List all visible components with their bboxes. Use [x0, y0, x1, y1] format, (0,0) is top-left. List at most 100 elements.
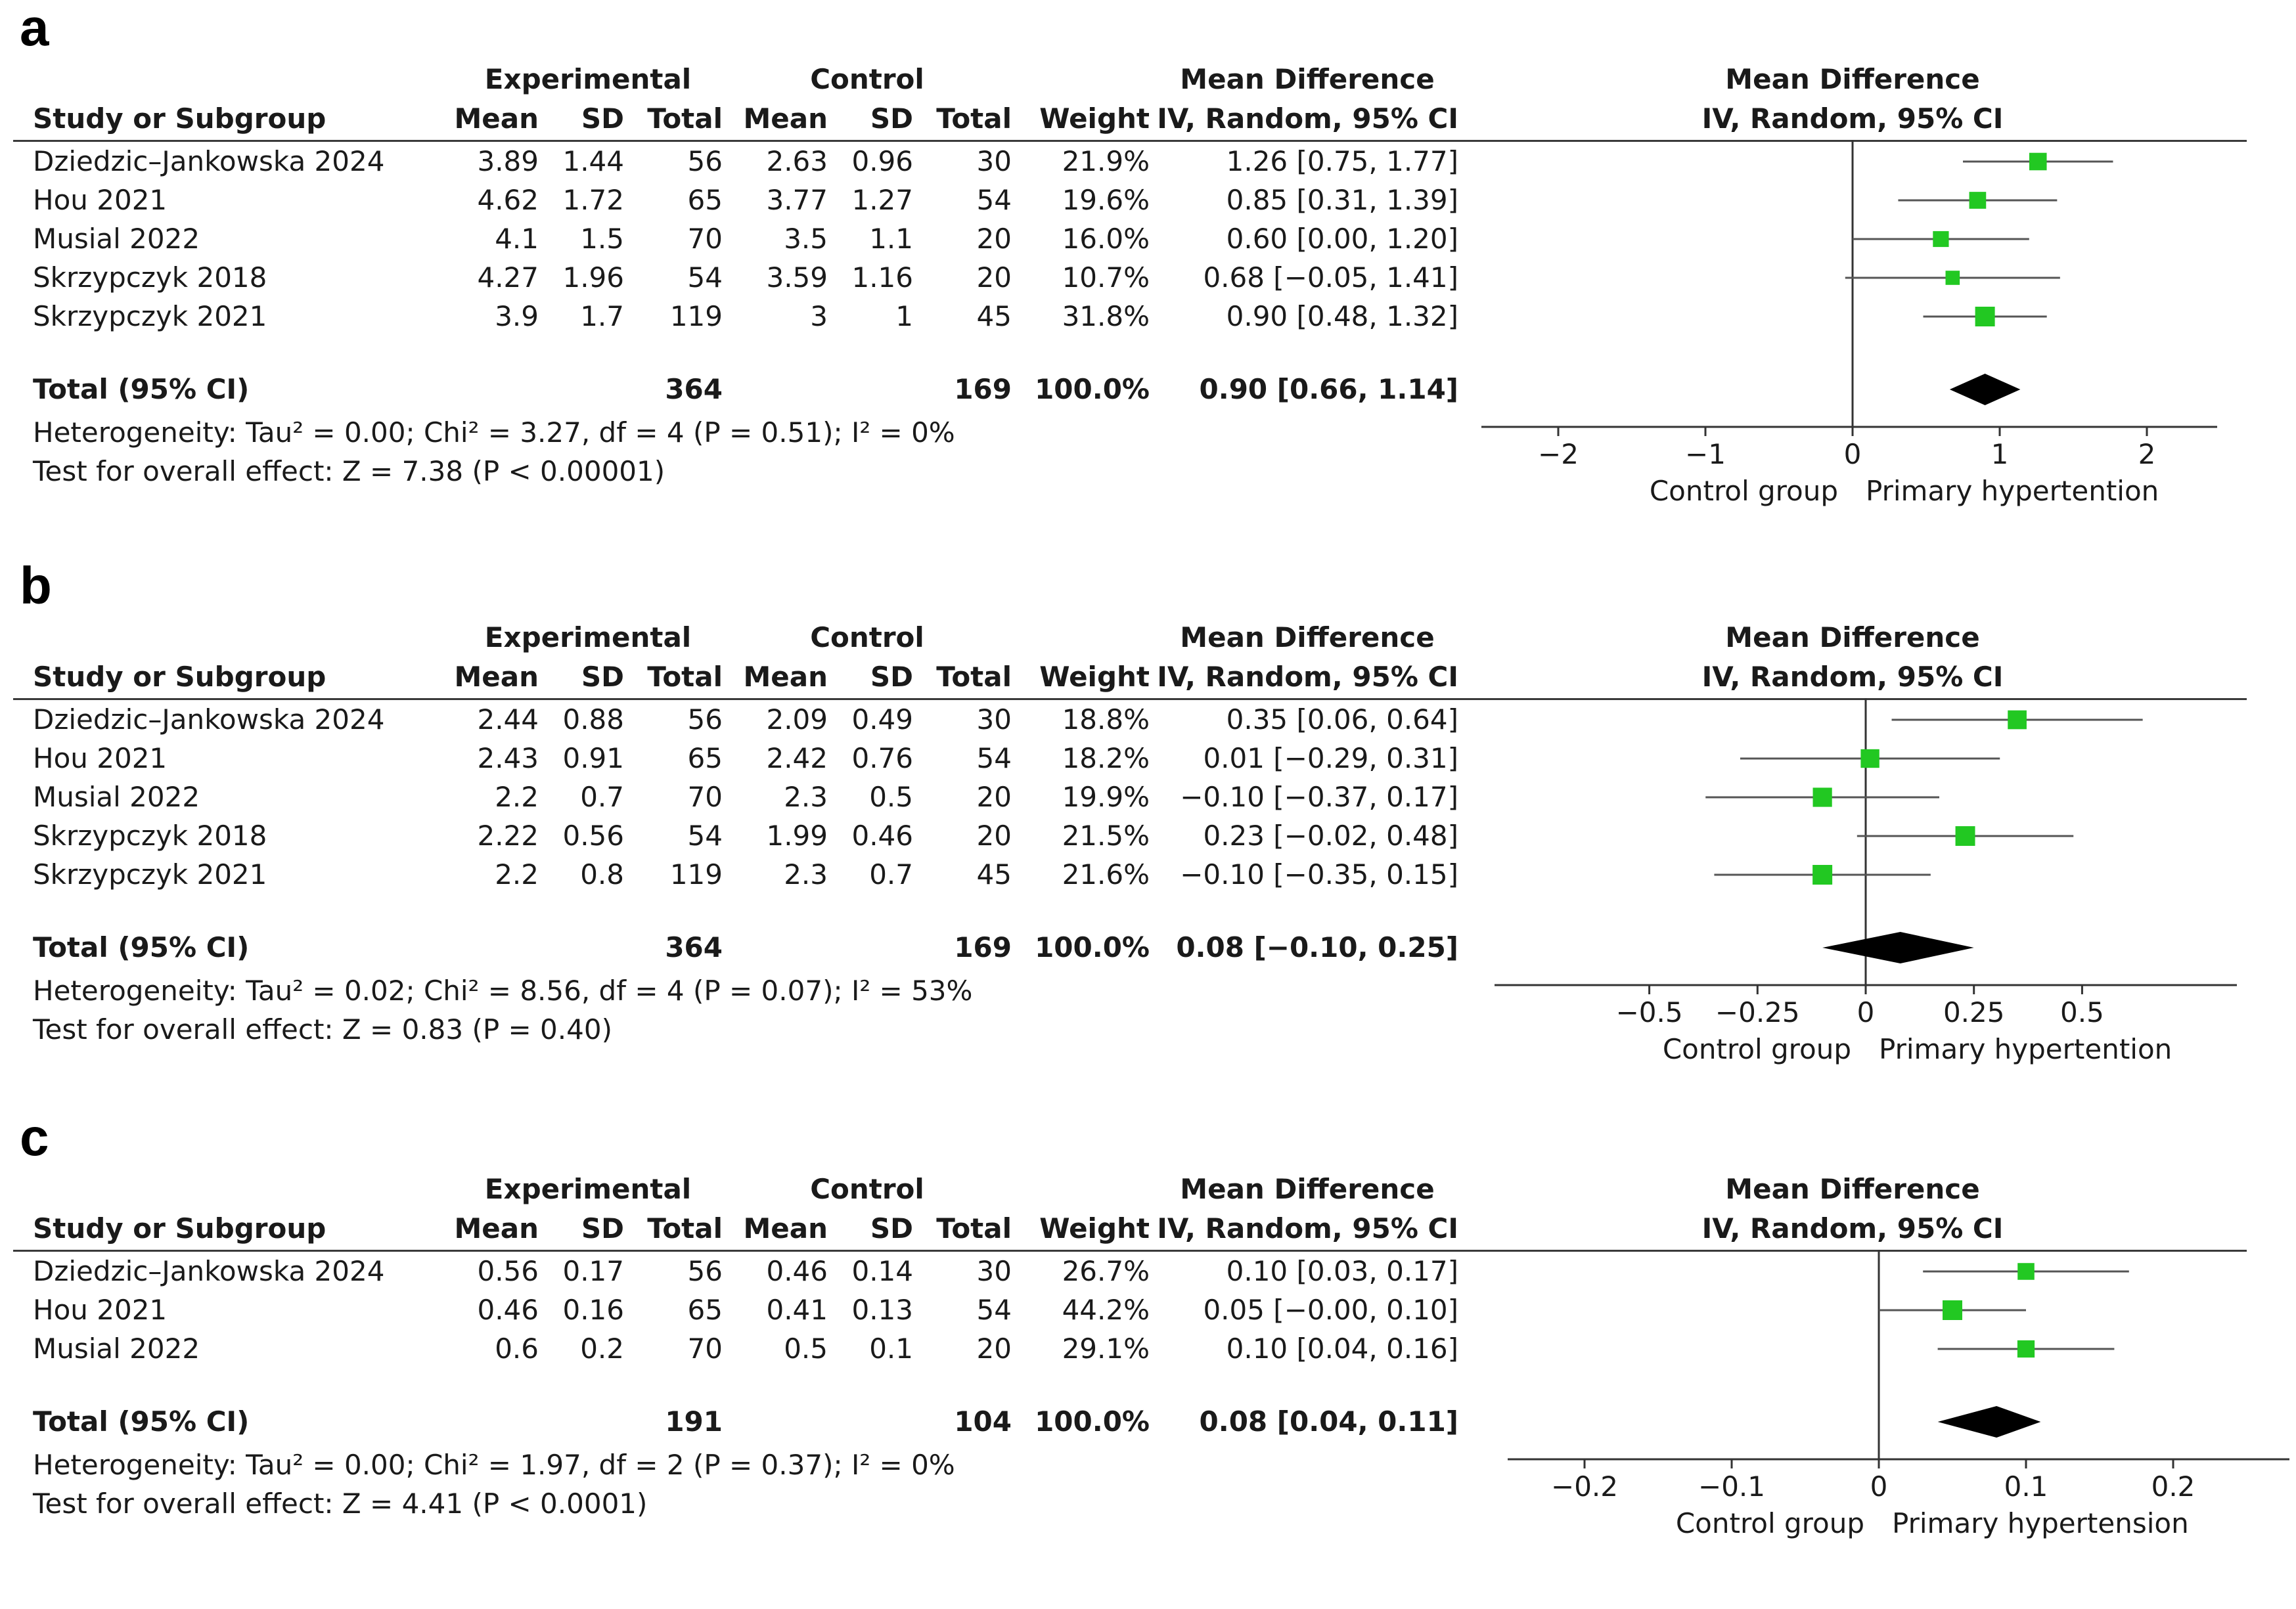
x-tick-label: −0.25	[1715, 996, 1800, 1028]
table-cell-e-mean: 4.1	[495, 223, 539, 255]
table-cell-weight: 18.2%	[1062, 742, 1150, 774]
table-cell-c-sd: 1.27	[851, 184, 913, 216]
column-header-c-total: Total	[936, 1212, 1012, 1245]
column-header-e-sd: SD	[581, 102, 624, 135]
table-cell-e-mean: 4.27	[477, 261, 539, 294]
overall-effect-text: Test for overall effect: Z = 0.83 (P = 0…	[33, 1013, 612, 1046]
table-cell-weight: 16.0%	[1062, 223, 1150, 255]
plot-mean-difference-header: Mean Difference	[1725, 63, 1980, 95]
column-header-ci: IV, Random, 95% CI	[1157, 102, 1458, 135]
table-cell-e-sd: 0.16	[562, 1294, 624, 1326]
effect-square	[2029, 152, 2047, 171]
effect-square	[2017, 1340, 2035, 1358]
total-control: 169	[954, 931, 1012, 963]
table-cell-c-mean: 2.42	[766, 742, 828, 774]
column-header-e-mean: Mean	[454, 102, 539, 135]
total-ci: 0.08 [0.04, 0.11]	[1199, 1405, 1458, 1438]
table-cell-c-sd: 1.16	[851, 261, 913, 294]
table-cell-c-mean: 3.59	[766, 261, 828, 294]
table-cell-c-mean: 2.3	[784, 858, 828, 891]
table-cell-e-total: 70	[687, 781, 723, 813]
table-cell-e-sd: 1.5	[580, 223, 624, 255]
plot-method-header: IV, Random, 95% CI	[1701, 102, 2004, 135]
total-weight: 100.0%	[1035, 373, 1150, 405]
table-cell-ci: 1.26 [0.75, 1.77]	[1226, 145, 1458, 177]
table-cell-c-mean: 3	[810, 300, 828, 332]
table-cell-e-mean: 4.62	[477, 184, 539, 216]
overall-effect-text: Test for overall effect: Z = 4.41 (P < 0…	[33, 1488, 648, 1520]
table-cell-weight: 31.8%	[1062, 300, 1150, 332]
total-label: Total (95% CI)	[33, 373, 250, 405]
column-header-ci: IV, Random, 95% CI	[1157, 661, 1458, 693]
axis-right-label: Primary hypertension	[1892, 1507, 2189, 1539]
panel-label: b	[20, 556, 52, 615]
table-cell-ci: 0.10 [0.04, 0.16]	[1226, 1333, 1458, 1365]
study-name: Musial 2022	[33, 223, 200, 255]
effect-square	[1812, 865, 1833, 885]
column-header-weight: Weight	[1039, 1212, 1150, 1245]
total-label: Total (95% CI)	[33, 931, 250, 963]
table-cell-c-total: 20	[976, 820, 1012, 852]
plot-mean-difference-header: Mean Difference	[1725, 621, 1980, 653]
table-cell-c-total: 30	[976, 703, 1012, 736]
column-header-weight: Weight	[1039, 102, 1150, 135]
column-header-e-total: Total	[647, 1212, 723, 1245]
x-tick-label: 0	[1870, 1470, 1888, 1503]
column-header-c-sd: SD	[870, 102, 913, 135]
experimental-header: Experimental	[484, 621, 692, 653]
total-label: Total (95% CI)	[33, 1405, 250, 1438]
column-header-c-total: Total	[936, 102, 1012, 135]
x-tick-label: 0.1	[2004, 1470, 2048, 1503]
table-cell-e-mean: 0.46	[477, 1294, 539, 1326]
effect-square	[1860, 749, 1880, 768]
study-name: Skrzypczyk 2018	[33, 820, 267, 852]
table-cell-weight: 21.6%	[1062, 858, 1150, 891]
table-cell-weight: 19.9%	[1062, 781, 1150, 813]
header-rule	[13, 140, 2247, 142]
study-name: Musial 2022	[33, 1333, 200, 1365]
heterogeneity-text: Heterogeneity: Tau² = 0.00; Chi² = 3.27,…	[33, 416, 955, 449]
table-cell-e-sd: 0.56	[562, 820, 624, 852]
total-ci: 0.90 [0.66, 1.14]	[1199, 373, 1458, 405]
table-cell-e-mean: 2.2	[495, 781, 539, 813]
table-cell-c-mean: 3.5	[784, 223, 828, 255]
axis-left-label: Control group	[1650, 475, 1838, 507]
table-cell-c-total: 45	[976, 858, 1012, 891]
table-cell-c-sd: 0.5	[869, 781, 913, 813]
table-cell-weight: 21.5%	[1062, 820, 1150, 852]
table-cell-ci: 0.60 [0.00, 1.20]	[1226, 223, 1458, 255]
table-cell-e-mean: 0.6	[495, 1333, 539, 1365]
x-tick-label: −0.5	[1616, 996, 1683, 1028]
study-name: Hou 2021	[33, 1294, 168, 1326]
table-cell-e-sd: 0.8	[580, 858, 624, 891]
mean-difference-header: Mean Difference	[1180, 63, 1435, 95]
effect-square	[2008, 710, 2027, 730]
column-header-e-total: Total	[647, 102, 723, 135]
column-header-c-sd: SD	[870, 1212, 913, 1245]
x-tick-label: 0.5	[2060, 996, 2104, 1028]
column-header-c-sd: SD	[870, 661, 913, 693]
table-cell-e-total: 56	[687, 703, 723, 736]
table-cell-e-mean: 3.89	[477, 145, 539, 177]
study-name: Skrzypczyk 2021	[33, 300, 267, 332]
mean-difference-header: Mean Difference	[1180, 621, 1435, 653]
pooled-diamond	[1937, 1406, 2041, 1438]
study-name: Dziedzic–Jankowska 2024	[33, 1255, 385, 1287]
effect-square	[1969, 192, 1987, 209]
table-cell-ci: 0.23 [−0.02, 0.48]	[1203, 820, 1458, 852]
table-cell-e-total: 65	[687, 1294, 723, 1326]
axis-right-label: Primary hypertention	[1866, 475, 2159, 507]
mean-difference-header: Mean Difference	[1180, 1173, 1435, 1205]
table-cell-c-sd: 0.76	[851, 742, 913, 774]
total-control: 104	[954, 1405, 1012, 1438]
x-tick-label: 1	[1991, 438, 2009, 470]
table-cell-e-total: 54	[687, 820, 723, 852]
column-header-e-total: Total	[647, 661, 723, 693]
table-cell-weight: 21.9%	[1062, 145, 1150, 177]
table-cell-c-total: 20	[976, 261, 1012, 294]
table-cell-e-mean: 2.22	[477, 820, 539, 852]
table-cell-e-sd: 0.2	[580, 1333, 624, 1365]
study-name: Musial 2022	[33, 781, 200, 813]
effect-square	[1812, 787, 1832, 807]
total-experimental: 364	[665, 931, 723, 963]
